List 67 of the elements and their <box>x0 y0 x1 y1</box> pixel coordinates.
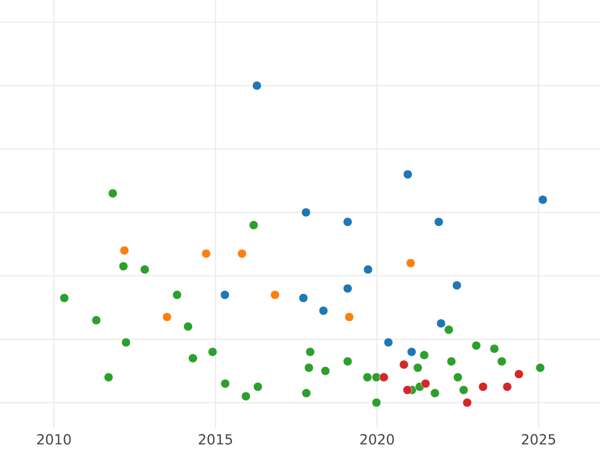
point <box>172 290 182 300</box>
x-tick-label: 2020 <box>360 434 394 445</box>
point <box>434 217 444 227</box>
point <box>406 258 416 268</box>
x-tick-label: 2015 <box>198 434 232 445</box>
point <box>497 356 506 366</box>
point <box>60 293 69 303</box>
point <box>121 338 131 347</box>
point <box>430 388 440 398</box>
point <box>363 264 373 274</box>
point <box>202 249 211 258</box>
point <box>249 220 258 230</box>
point <box>301 208 311 217</box>
point <box>453 372 462 382</box>
point <box>118 262 128 271</box>
point <box>384 338 393 347</box>
point <box>490 344 499 354</box>
point <box>220 290 230 300</box>
point <box>270 290 280 300</box>
point <box>372 398 381 408</box>
point <box>220 379 230 388</box>
point <box>92 316 101 325</box>
point <box>413 363 422 372</box>
point <box>183 322 193 332</box>
point <box>420 379 430 388</box>
point <box>436 318 446 328</box>
point <box>399 360 408 370</box>
point <box>452 280 462 290</box>
point <box>379 372 388 382</box>
point <box>108 188 118 198</box>
point <box>188 354 198 363</box>
point <box>444 325 454 334</box>
point <box>514 370 524 379</box>
point <box>120 246 129 256</box>
point <box>478 382 488 392</box>
point <box>298 293 308 303</box>
point <box>362 372 372 382</box>
x-tick-label: 2010 <box>37 434 71 445</box>
point <box>343 217 352 227</box>
point <box>472 340 481 350</box>
x-tick-label: 2025 <box>522 434 556 445</box>
point <box>318 306 328 316</box>
point <box>343 284 352 294</box>
point <box>104 372 114 382</box>
point <box>343 356 352 366</box>
point <box>306 347 315 356</box>
point <box>462 398 472 408</box>
point <box>241 392 250 401</box>
point <box>446 356 456 366</box>
point <box>320 366 330 376</box>
point <box>403 170 412 179</box>
point <box>208 347 218 356</box>
point <box>407 347 416 356</box>
point <box>536 363 545 372</box>
point <box>304 363 314 372</box>
point <box>162 312 172 322</box>
point <box>502 382 512 392</box>
point <box>252 81 262 90</box>
point <box>459 385 468 395</box>
point <box>237 249 247 258</box>
point <box>302 388 311 398</box>
point <box>538 195 548 204</box>
point <box>344 312 354 322</box>
point <box>140 264 150 274</box>
point <box>402 385 412 395</box>
point <box>420 350 429 360</box>
point <box>253 382 262 392</box>
